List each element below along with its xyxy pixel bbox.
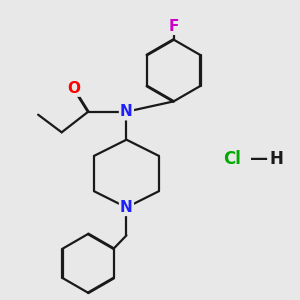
Text: O: O xyxy=(67,81,80,96)
Text: Cl: Cl xyxy=(224,150,242,168)
Text: N: N xyxy=(120,200,133,215)
Text: H: H xyxy=(270,150,283,168)
Text: N: N xyxy=(120,104,133,119)
Text: —: — xyxy=(250,150,268,168)
Text: F: F xyxy=(168,19,179,34)
